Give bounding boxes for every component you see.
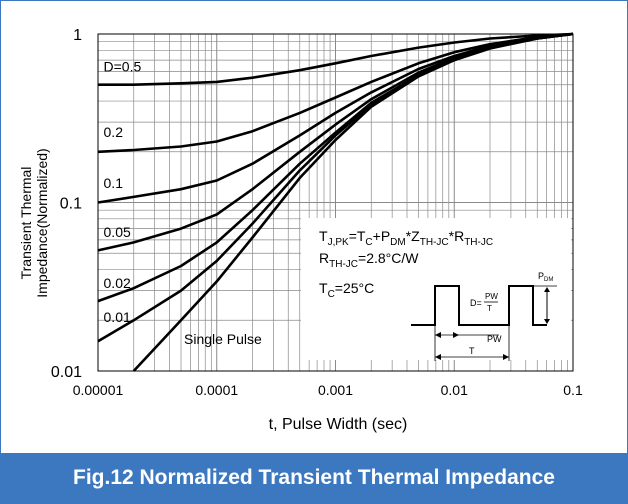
series-label: D=0.5 [104, 58, 142, 74]
thermal-impedance-chart: D=0.5 0.2 0.1 0.05 0.02 0.01 Single Pulse 0.00… [18, 27, 583, 433]
x-tick-label: 0.1 [563, 382, 583, 398]
series-lines [97, 32, 574, 372]
pdm-arrow-head-bottom [544, 319, 550, 324]
y-tick-label: 1 [73, 27, 82, 44]
y-axis-label-line2: Impedance(Normalized) [34, 148, 50, 297]
pw-dim-head-right [453, 332, 459, 338]
plot-area: D=0.5 0.2 0.1 0.05 0.02 0.01 Single Pulse 0.00… [1, 1, 627, 453]
series-label: 0.05 [104, 224, 131, 240]
y-axis-label-line1: Transient Thermal [18, 167, 34, 280]
series-label: 0.2 [104, 124, 124, 140]
duty-den-label: T [487, 304, 492, 313]
figure-caption: Fig.12 Normalized Transient Thermal Impe… [1, 453, 627, 503]
x-tick-label: 0.00001 [73, 382, 124, 398]
series-label: 0.01 [104, 309, 131, 325]
series-line [98, 32, 574, 86]
pulse-waveform [411, 285, 547, 326]
pdm-label: PDM [538, 271, 553, 283]
pdm-arrow-head-top [544, 287, 550, 292]
x-tick-label: 0.01 [441, 382, 468, 398]
duty-num-label: PW [485, 292, 498, 301]
series-line [132, 32, 574, 372]
series-labels: D=0.5 0.2 0.1 0.05 0.02 0.01 Single Pulse [104, 58, 263, 346]
x-tick-labels: 0.00001 0.0001 0.001 0.01 0.1 [73, 382, 583, 398]
thermal-equation: TJ,PK=TC+PDM*ZTH-JC*RTH-JC [319, 228, 493, 248]
period-label: T [469, 346, 475, 356]
series-label: Single Pulse [184, 331, 262, 347]
y-tick-label: 0.1 [60, 196, 82, 213]
pulse-diagram: PDM D= PW T PW T [411, 271, 557, 361]
period-dim-head-left [435, 354, 441, 360]
series-line [97, 32, 574, 154]
x-tick-label: 0.0001 [195, 382, 238, 398]
series-label: 0.02 [104, 275, 131, 291]
tc-value: TC=25°C [319, 280, 374, 300]
period-dim-head-right [503, 354, 509, 360]
series-label: 0.1 [104, 175, 124, 191]
x-axis-label: t, Pulse Width (sec) [269, 416, 408, 433]
rth-value: RTH-JC=2.8°C/W [319, 250, 419, 270]
duty-d-label: D= [470, 298, 482, 308]
pw-label: PW [487, 334, 502, 344]
x-tick-label: 0.001 [318, 382, 353, 398]
pw-dim-head-left [435, 332, 441, 338]
y-tick-labels: 0.01 0.1 1 [51, 27, 82, 381]
y-tick-label: 0.01 [51, 364, 82, 381]
